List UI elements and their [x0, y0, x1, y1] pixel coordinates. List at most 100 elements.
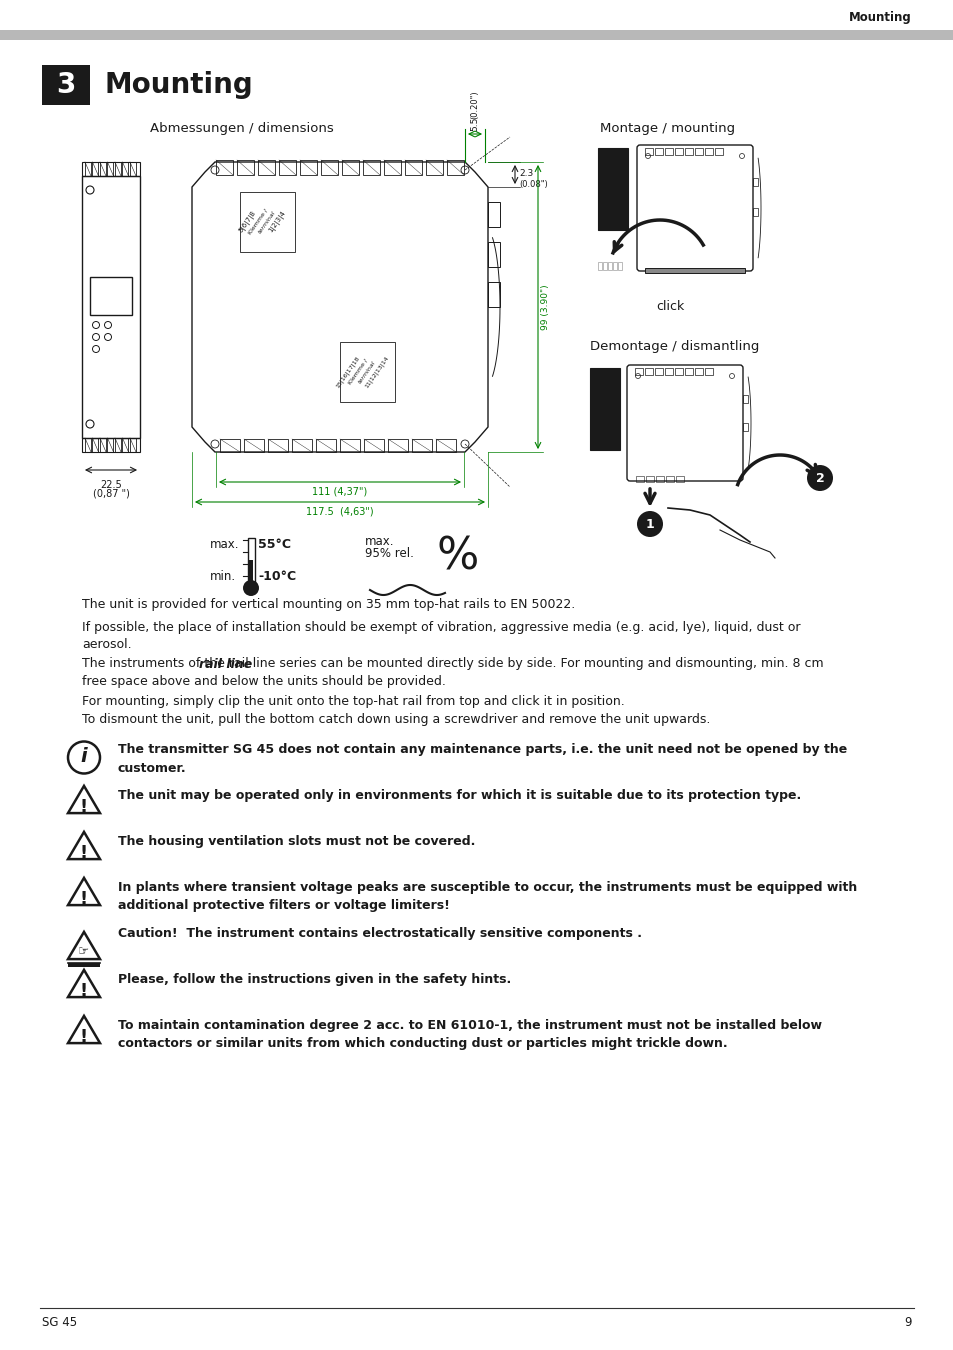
- Bar: [130, 162, 136, 176]
- Text: Mounting: Mounting: [105, 72, 253, 99]
- Text: To maintain contamination degree 2 acc. to EN 61010-1, the instrument must not b: To maintain contamination degree 2 acc. …: [118, 1019, 821, 1050]
- Bar: [68, 963, 100, 967]
- Bar: [742, 423, 747, 431]
- Bar: [42, 65, 90, 105]
- Bar: [488, 202, 499, 227]
- Text: max.: max.: [365, 535, 395, 548]
- Bar: [635, 369, 642, 375]
- Text: ☞: ☞: [78, 945, 90, 958]
- Text: 1|2|3|4: 1|2|3|4: [267, 209, 287, 234]
- Text: click: click: [655, 300, 683, 313]
- Bar: [82, 176, 140, 437]
- Bar: [695, 369, 702, 375]
- Text: 2: 2: [815, 471, 823, 485]
- Bar: [752, 208, 758, 216]
- Bar: [82, 162, 140, 176]
- Text: 3: 3: [56, 72, 75, 99]
- Polygon shape: [598, 148, 627, 230]
- Bar: [100, 162, 106, 176]
- Bar: [248, 539, 254, 589]
- Text: !: !: [80, 1027, 88, 1046]
- Bar: [122, 162, 129, 176]
- Bar: [108, 437, 113, 452]
- Text: -10°C: -10°C: [257, 570, 295, 583]
- Text: The unit is provided for vertical mounting on 35 mm top-hat rails to EN 50022.: The unit is provided for vertical mounti…: [82, 598, 575, 612]
- Bar: [488, 282, 499, 306]
- Bar: [676, 477, 683, 482]
- Text: Montage / mounting: Montage / mounting: [599, 122, 735, 135]
- Bar: [320, 161, 337, 176]
- Text: min.: min.: [210, 570, 236, 583]
- Bar: [664, 148, 672, 155]
- Text: (0,87 "): (0,87 "): [92, 487, 130, 498]
- Bar: [655, 148, 662, 155]
- Text: 2.3: 2.3: [518, 170, 533, 178]
- Bar: [92, 437, 98, 452]
- Text: 9: 9: [903, 1316, 911, 1330]
- Bar: [644, 148, 652, 155]
- Bar: [436, 439, 456, 452]
- Text: terminal: terminal: [357, 359, 376, 385]
- Text: In plants where transient voltage peaks are susceptible to occur, the instrument: In plants where transient voltage peaks …: [118, 882, 857, 913]
- Text: The transmitter SG 45 does not contain any maintenance parts, i.e. the unit need: The transmitter SG 45 does not contain a…: [118, 744, 846, 775]
- Bar: [684, 148, 692, 155]
- Text: %: %: [436, 535, 478, 578]
- Text: Klemme /: Klemme /: [347, 358, 368, 386]
- Text: For mounting, simply clip the unit onto the top-hat rail from top and click it i: For mounting, simply clip the unit onto …: [82, 694, 710, 725]
- Bar: [122, 437, 129, 452]
- Text: Please, follow the instructions given in the safety hints.: Please, follow the instructions given in…: [118, 973, 511, 987]
- Text: 22.5: 22.5: [100, 481, 122, 490]
- Bar: [100, 437, 106, 452]
- Bar: [645, 477, 654, 482]
- Bar: [607, 262, 612, 270]
- Text: Klemme /: Klemme /: [247, 208, 269, 236]
- Bar: [742, 396, 747, 404]
- Bar: [363, 161, 379, 176]
- Bar: [488, 242, 499, 267]
- Text: 95% rel.: 95% rel.: [365, 547, 414, 560]
- Bar: [115, 437, 121, 452]
- Bar: [215, 161, 233, 176]
- Bar: [426, 161, 442, 176]
- Bar: [292, 439, 312, 452]
- Text: max.: max.: [210, 539, 239, 551]
- Bar: [664, 369, 672, 375]
- Bar: [315, 439, 335, 452]
- Bar: [704, 369, 712, 375]
- Bar: [92, 162, 98, 176]
- Bar: [598, 262, 601, 270]
- Text: 55°C: 55°C: [257, 539, 291, 551]
- Circle shape: [806, 464, 832, 491]
- Text: 117.5  (4,63"): 117.5 (4,63"): [306, 508, 374, 517]
- Text: terminal: terminal: [257, 209, 276, 235]
- Bar: [644, 369, 652, 375]
- Text: Caution!  The instrument contains electrostatically sensitive components .: Caution! The instrument contains electro…: [118, 927, 641, 941]
- Bar: [644, 269, 744, 273]
- Bar: [115, 162, 121, 176]
- Text: Demontage / dismantling: Demontage / dismantling: [589, 340, 759, 352]
- Bar: [339, 342, 395, 402]
- Bar: [339, 439, 359, 452]
- Bar: [675, 369, 682, 375]
- Text: 1: 1: [645, 517, 654, 531]
- Bar: [299, 161, 316, 176]
- Text: 111 (4,37"): 111 (4,37"): [312, 487, 367, 497]
- Bar: [613, 262, 617, 270]
- Bar: [108, 162, 113, 176]
- Bar: [85, 437, 91, 452]
- Bar: [405, 161, 421, 176]
- Circle shape: [637, 512, 662, 537]
- Text: !: !: [80, 890, 88, 907]
- Bar: [602, 262, 606, 270]
- Polygon shape: [589, 369, 619, 450]
- Bar: [412, 439, 432, 452]
- Bar: [85, 162, 91, 176]
- Bar: [684, 369, 692, 375]
- Bar: [636, 477, 643, 482]
- Bar: [655, 369, 662, 375]
- Text: The housing ventilation slots must not be covered.: The housing ventilation slots must not b…: [118, 836, 475, 849]
- Bar: [704, 148, 712, 155]
- Text: 15|16|17|18: 15|16|17|18: [335, 355, 360, 389]
- Bar: [665, 477, 673, 482]
- Bar: [130, 437, 136, 452]
